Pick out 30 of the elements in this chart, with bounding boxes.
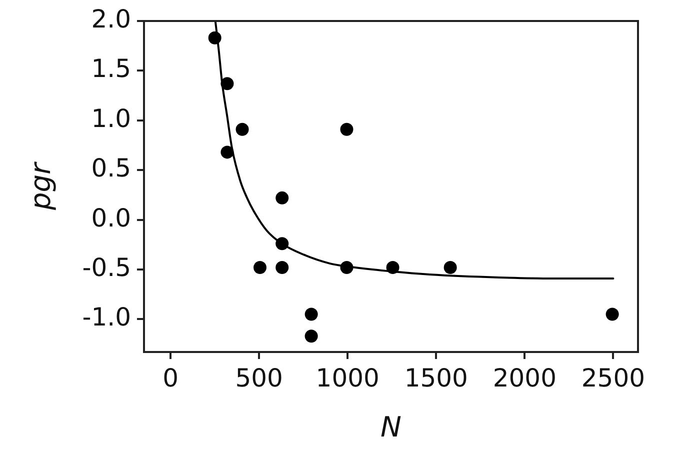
- x-tick-label: 2500: [581, 364, 646, 392]
- point: [444, 261, 457, 274]
- y-tick-label: -1.0: [82, 302, 131, 332]
- y-tick-label: 2.0: [91, 4, 131, 34]
- point: [220, 77, 234, 90]
- y-tick-label: 1.5: [91, 54, 131, 84]
- x-tick-label: 500: [235, 364, 283, 392]
- y-axis-title: pgr: [24, 161, 58, 212]
- x-tick-label: 2000: [492, 364, 556, 392]
- point: [340, 261, 354, 274]
- point: [208, 31, 222, 44]
- point: [276, 191, 289, 204]
- x-axis-title: N: [380, 410, 402, 444]
- point: [236, 122, 249, 136]
- point: [276, 261, 289, 274]
- x-tick-label: 0: [162, 364, 179, 392]
- point: [253, 261, 266, 274]
- point: [276, 237, 289, 250]
- y-tick-label: -0.5: [82, 253, 131, 282]
- y-tick-label: 0.0: [91, 203, 131, 232]
- point: [340, 122, 354, 136]
- point: [386, 261, 400, 274]
- point: [304, 308, 318, 321]
- x-tick-label: 1500: [404, 364, 468, 392]
- y-tick-label: 1.0: [91, 104, 131, 133]
- x-tick-label: 1000: [316, 364, 380, 392]
- point: [606, 308, 619, 321]
- point: [304, 330, 318, 343]
- point: [220, 146, 234, 159]
- y-tick-label: 0.5: [91, 154, 131, 183]
